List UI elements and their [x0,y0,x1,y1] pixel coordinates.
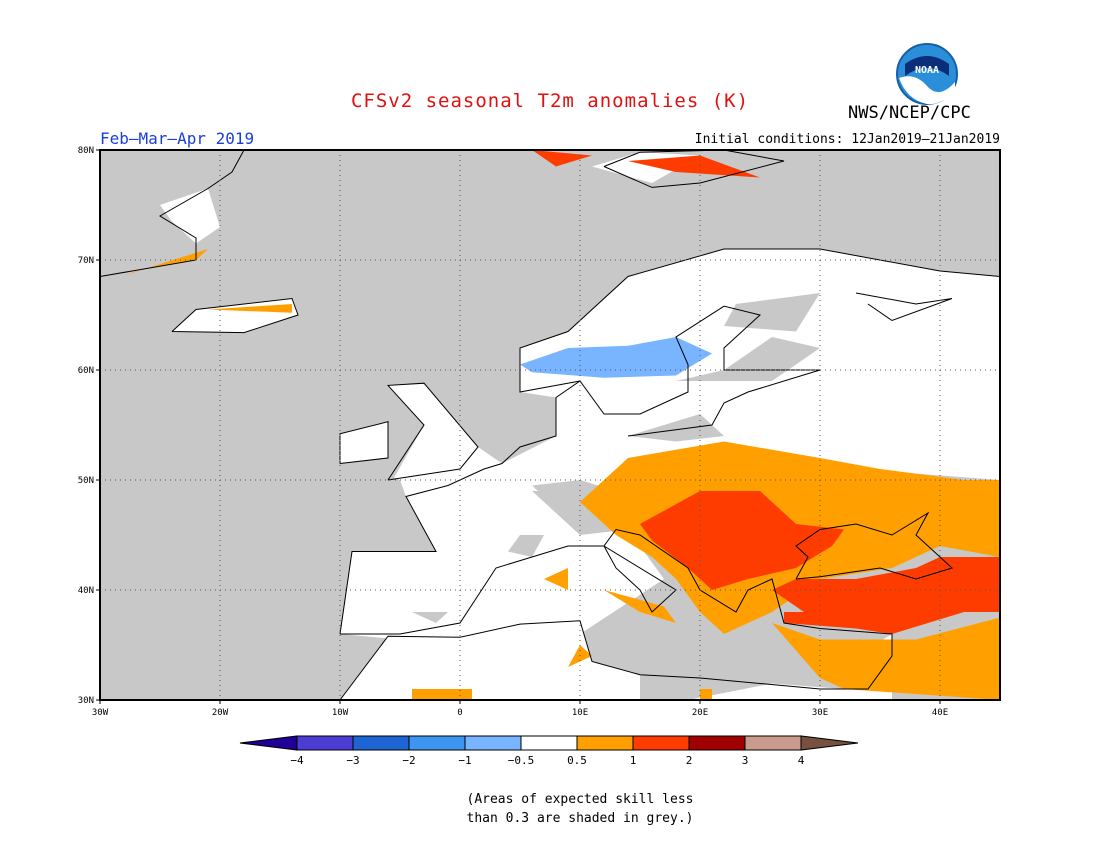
neutral-region [340,249,1000,640]
strong-warm-region [532,150,592,167]
chart-title: CFSv2 seasonal T2m anomalies (K) [350,90,750,112]
colorbar-label: 3 [742,754,749,767]
warm-anomaly-region [124,249,208,276]
colorbar-swatch [464,735,522,751]
colorbar-swatch [632,735,690,751]
lat-tick-label: 50N [78,476,94,486]
noaa-logo-icon: NOAA [896,43,958,105]
lon-tick-label: 0 [457,708,462,718]
cool-anomaly-region [520,337,712,378]
colorbar-swatch [520,735,578,751]
colorbar-arrow-high [800,735,859,751]
strong-warm-region [628,155,760,178]
lon-tick-label: 10E [572,708,588,718]
agency-label: NWS/NCEP/CPC [848,103,971,123]
colorbar-label: 2 [686,754,693,767]
colorbar-swatch [744,735,802,751]
colorbar-label: −0.5 [508,754,535,767]
initial-conditions: Initial conditions: 12Jan2019–21Jan2019 [694,132,1000,147]
logo-text: NOAA [915,65,939,76]
low-skill-region [724,293,820,332]
colorbar-label: 4 [798,754,805,767]
neutral-region [688,634,892,700]
lon-tick-label: 40E [932,708,948,718]
graticule [100,150,1000,700]
warm-anomaly-region [208,304,292,313]
lat-tick-label: 30N [78,696,94,706]
neutral-region [160,188,220,244]
skill-note-line1: (Areas of expected skill less [466,792,694,807]
colorbar-label: 0.5 [567,754,587,767]
lat-tick-label: 80N [78,146,94,156]
colorbar-swatch [576,735,634,751]
strong-warm-region [640,491,844,590]
coastline-svalbard [603,149,785,188]
lon-tick-label: 30W [92,708,109,718]
lon-tick-label: 30E [812,708,828,718]
low-skill-region [412,612,448,623]
neutral-region [340,620,640,700]
lat-tick-label: 40N [78,586,94,596]
lat-tick-label: 60N [78,366,94,376]
colorbar-swatch [296,735,354,751]
colorbar-swatch [688,735,746,751]
colorbar-label: −2 [402,754,415,767]
colorbar-label: −4 [290,754,304,767]
coastline-baltic [579,305,821,437]
map-frame [99,149,1001,701]
coastline-ireland [339,421,389,464]
colorbar-label: −3 [346,754,359,767]
warm-anomaly-region [604,590,676,623]
warm-anomaly-region [544,568,568,590]
lon-tick-label: 20W [212,708,229,718]
colorbar-swatch [352,735,410,751]
colorbar-swatches [239,735,859,751]
anomaly-map: 30W 20W 10W 0 10E 20E 30E 40E 30N 40N 50N 60N 70N 80N [78,146,1001,718]
coastline-mediterranean [339,528,893,701]
coastline-white-sea [855,292,953,322]
colorbar-swatch [408,735,466,751]
anomaly-cells [100,150,1000,700]
coastline-iceland [171,297,299,334]
axis-ticks: 30W 20W 10W 0 10E 20E 30E 40E 30N 40N 50N 60N 70N 80N [78,146,948,718]
colorbar-label: 1 [630,754,637,767]
warm-anomaly-region [772,617,1000,700]
colorbar-labels: −4 −3 −2 −1 −0.5 0.5 1 2 3 4 [290,754,804,767]
colorbar-label: −1 [458,754,471,767]
lon-tick-label: 20E [692,708,708,718]
lon-tick-label: 10W [332,708,349,718]
warm-anomaly-region [700,689,712,700]
low-skill-region [508,535,544,557]
skill-note-line2: than 0.3 are shaded in grey.) [466,811,694,826]
coastline-black-sea [795,511,953,580]
coastline-britain [386,382,479,481]
lat-tick-label: 70N [78,256,94,266]
forecast-period: Feb–Mar–Apr 2019 [100,129,255,148]
coastlines [99,149,1001,701]
neutral-region [340,421,388,464]
warm-anomaly-region [412,689,472,700]
colorbar-arrow-low [239,735,298,751]
coastline-europe [339,248,1001,635]
colorbar: −4 −3 −2 −1 −0.5 0.5 1 2 3 4 [239,735,859,767]
